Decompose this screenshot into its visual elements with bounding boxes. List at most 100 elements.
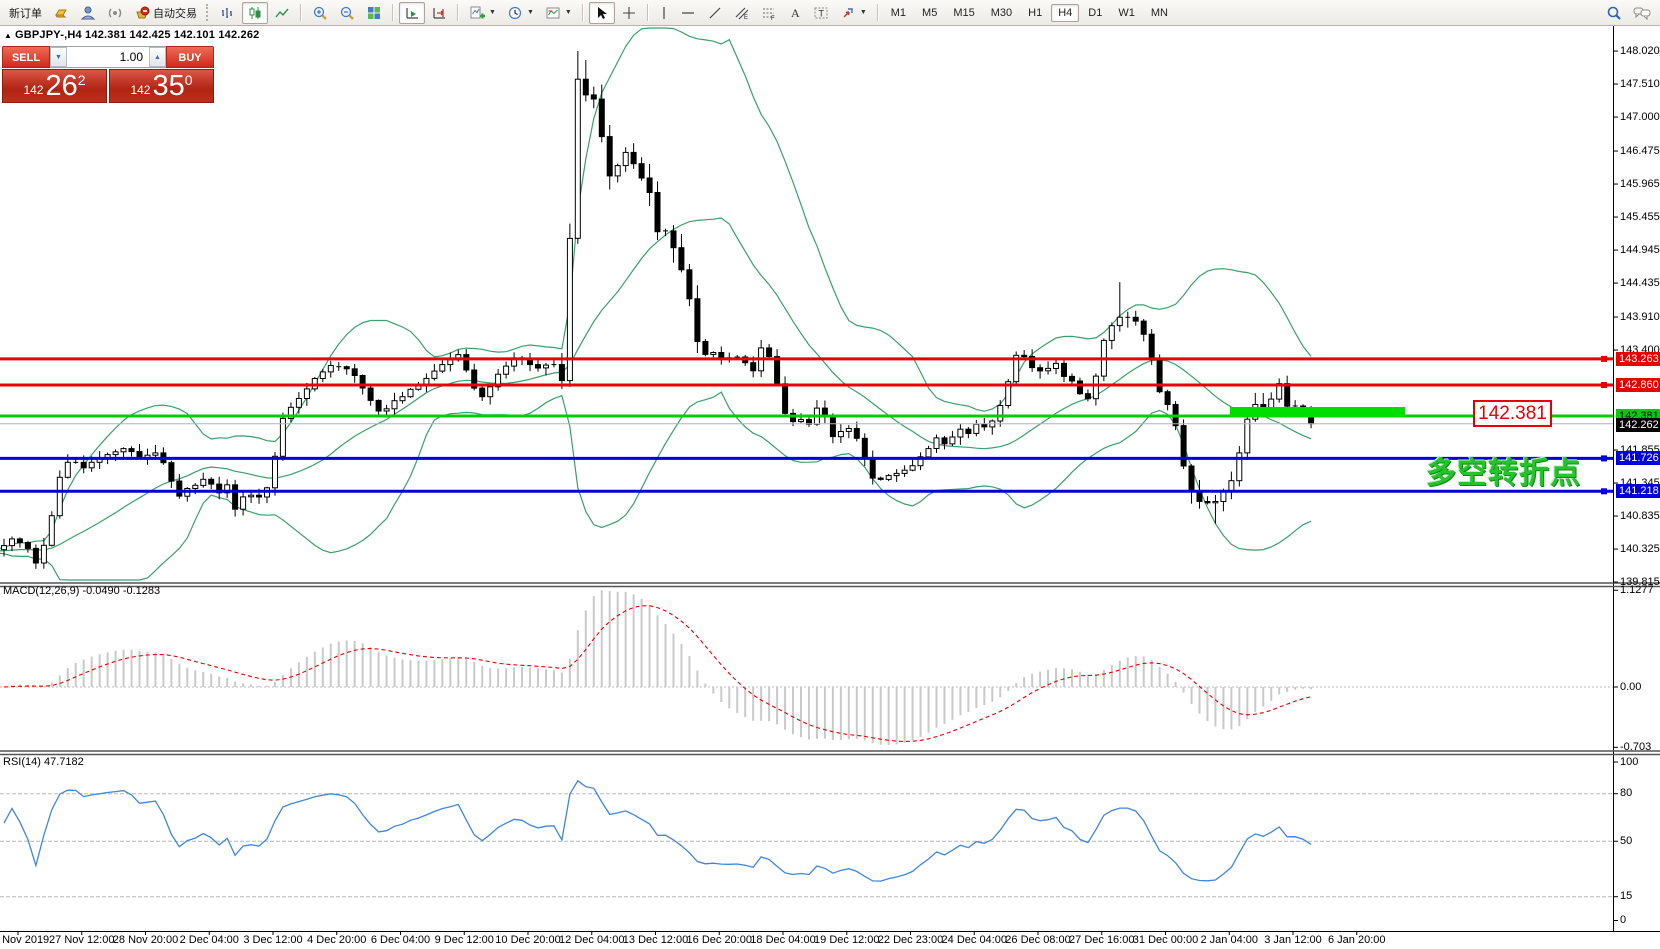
channel-icon: E — [734, 5, 750, 21]
rsi-scale-tick: 15 — [1620, 890, 1633, 903]
auto-scroll-button[interactable] — [426, 2, 452, 24]
trendline-button[interactable] — [702, 2, 728, 24]
time-axis-label: 4 Dec 20:00 — [307, 934, 367, 946]
signals-icon — [107, 5, 123, 21]
bar-chart-button[interactable] — [215, 2, 241, 24]
chat-button[interactable] — [1628, 2, 1656, 24]
chat-icon — [1633, 5, 1651, 21]
time-axis-label: 26 Dec 08:00 — [1005, 934, 1071, 946]
channel-button[interactable]: E — [729, 2, 755, 24]
chart-shift-button[interactable] — [399, 1, 425, 24]
time-axis-label: 28 Nov 20:00 — [112, 934, 179, 946]
time-axis-label: 24 Dec 04:00 — [941, 934, 1007, 946]
crosshair-button[interactable] — [616, 2, 642, 24]
volume-decrease-button[interactable]: ▼ — [50, 47, 67, 67]
tile-windows-button[interactable] — [361, 2, 387, 24]
price-axis-tick: 147.510 — [1620, 77, 1660, 90]
time-axis-label: 27 Nov 12:00 — [49, 934, 115, 946]
rsi-scale-tick: 50 — [1620, 834, 1633, 847]
one-click-row-prices: 142 26 2 142 35 0 — [2, 69, 214, 103]
timeframe-button-m30[interactable]: M30 — [990, 6, 1013, 19]
auto-trading-button[interactable]: 自动交易 — [129, 2, 202, 24]
toolbar-separator — [300, 4, 302, 21]
timeframe-button-w1[interactable]: W1 — [1118, 6, 1135, 19]
buy-price-display[interactable]: 142 35 0 — [109, 69, 214, 103]
chart-corner-marker: ▲ — [4, 31, 12, 40]
price-axis-tick: 148.020 — [1620, 44, 1660, 57]
macd-scale-tick: -0.703 — [1620, 740, 1652, 753]
price-annotation-box[interactable]: 142.381 — [1473, 400, 1552, 427]
time-axis-label: 3 Dec 12:00 — [243, 934, 303, 946]
arrows-button[interactable]: ▼ — [835, 2, 872, 24]
new-order-button[interactable]: 新订单 — [4, 2, 47, 24]
horizontal-line-button[interactable] — [675, 2, 701, 24]
timeframe-button-m1[interactable]: M1 — [890, 6, 907, 19]
price-axis-tick: 144.435 — [1620, 276, 1660, 289]
zoom-in-icon — [312, 5, 328, 21]
timeframe-button-m5[interactable]: M5 — [922, 6, 938, 19]
toolbar-grip — [206, 4, 211, 21]
zoom-out-button[interactable] — [334, 2, 360, 24]
timeframe-button-mn[interactable]: MN — [1150, 6, 1168, 19]
price-axis-tick: 143.910 — [1620, 310, 1660, 323]
candlestick-chart-button[interactable] — [242, 1, 268, 24]
deposit-button[interactable] — [48, 2, 74, 24]
toolbar-separator — [392, 4, 394, 21]
bar-chart-icon — [220, 5, 236, 21]
sell-price-display[interactable]: 142 26 2 — [2, 69, 107, 103]
signals-button[interactable] — [102, 2, 128, 24]
templates-button[interactable]: ▼ — [540, 2, 577, 24]
dropdown-caret-icon: ▼ — [564, 9, 572, 16]
text-label-button[interactable]: T — [808, 2, 834, 24]
horizontal-line-icon — [680, 5, 696, 21]
price-axis-tick: 147.000 — [1620, 110, 1660, 123]
dropdown-caret-icon: ▼ — [859, 9, 867, 16]
toolbar-separator — [581, 4, 584, 21]
timeframe-button-h4[interactable]: H4 — [1051, 3, 1080, 22]
templates-icon — [545, 5, 561, 21]
cursor-button[interactable] — [588, 1, 615, 24]
search-button[interactable] — [1601, 2, 1627, 24]
zoom-out-icon — [339, 5, 355, 21]
line-chart-button[interactable] — [269, 2, 295, 24]
zoom-in-button[interactable] — [307, 2, 333, 24]
buy-button[interactable]: BUY — [166, 46, 214, 68]
timeframe-button-m15[interactable]: M15 — [953, 6, 975, 19]
indicators-button[interactable]: ▼ — [464, 2, 501, 24]
auto-trading-label: 自动交易 — [153, 7, 197, 20]
periods-icon — [507, 5, 523, 21]
time-axis-label: 27 Dec 16:00 — [1069, 934, 1135, 946]
toolbar-separator — [876, 4, 879, 21]
price-level-tag: 141.726 — [1616, 451, 1660, 466]
account-icon — [80, 5, 96, 21]
trendline-icon — [707, 5, 723, 21]
sell-price-sup: 2 — [77, 72, 86, 88]
volume-box: ▼ 1.00 ▲ — [50, 46, 166, 68]
rsi-scale-tick: 0 — [1620, 914, 1627, 926]
timeframe-group: M1 M5 M15 M30 H1 H4 D1 W1 MN — [884, 3, 1175, 22]
buy-price-sup: 0 — [184, 72, 193, 88]
turning-point-annotation[interactable]: 多空转折点 — [1426, 456, 1581, 491]
rsi-label: RSI(14) 47.7182 — [3, 756, 84, 768]
indicators-icon — [469, 5, 485, 21]
sell-button[interactable]: SELL — [2, 46, 50, 68]
text-button[interactable]: A — [783, 2, 807, 24]
periods-button[interactable]: ▼ — [502, 2, 539, 24]
timeframe-button-h1[interactable]: H1 — [1028, 6, 1043, 19]
sell-price-small: 142 — [23, 83, 44, 97]
time-axis-label: 31 Dec 00:00 — [1132, 934, 1199, 946]
volume-value[interactable]: 1.00 — [119, 50, 143, 64]
fibonacci-button[interactable]: F — [756, 2, 782, 24]
vertical-line-button[interactable] — [654, 2, 674, 24]
autotrading-icon — [134, 5, 150, 21]
time-axis-label: 22 Dec 23:00 — [877, 934, 944, 946]
time-axis-label: 16 Dec 20:00 — [686, 934, 752, 946]
time-axis-label: 10 Dec 20:00 — [495, 934, 561, 946]
volume-increase-button[interactable]: ▲ — [149, 47, 166, 67]
price-axis-tick: 146.475 — [1620, 144, 1660, 157]
account-button[interactable] — [75, 2, 101, 24]
time-axis-label: 18 Dec 04:00 — [750, 934, 816, 946]
new-order-label: 新订单 — [9, 7, 42, 20]
timeframe-button-d1[interactable]: D1 — [1088, 6, 1103, 19]
